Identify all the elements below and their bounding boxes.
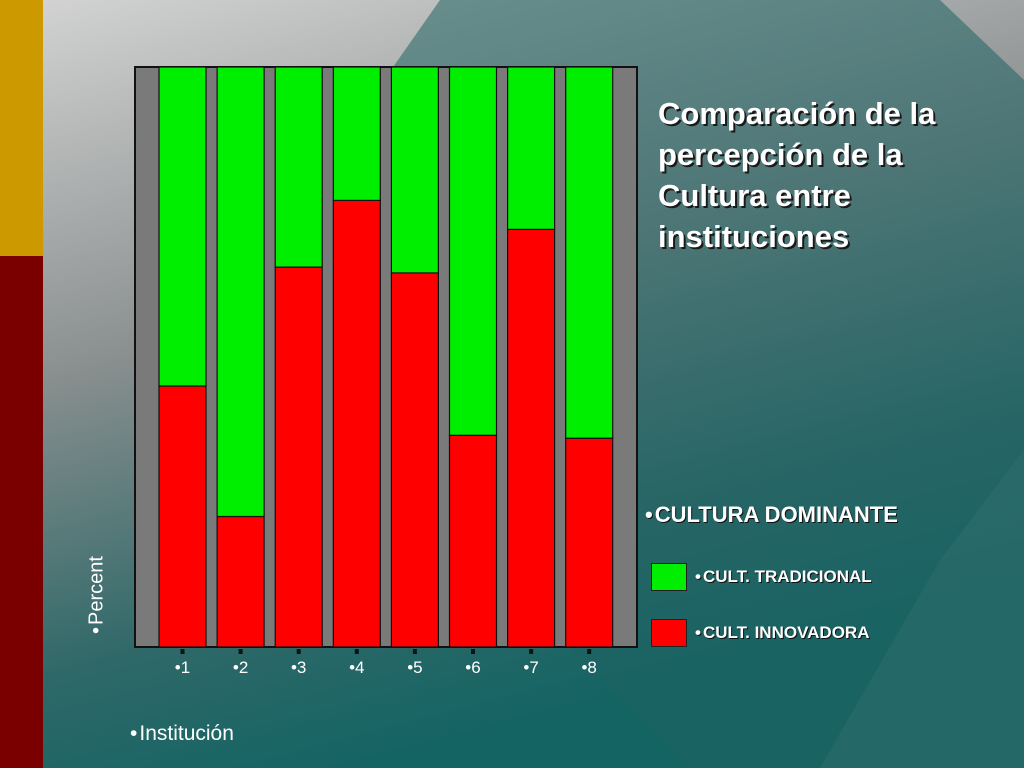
bar-cult-innovadora-2 (216, 515, 265, 648)
x-tick-label-1: •1 (175, 658, 190, 677)
gold-strip (0, 0, 43, 256)
legend-label-innovadora: CULT. INNOVADORA (702, 623, 870, 642)
bar-cult-tradicional-7 (507, 66, 556, 230)
bar-cult-innovadora-8 (565, 437, 614, 648)
bar-cult-innovadora-4 (332, 199, 381, 648)
y-axis-label: •Percent (85, 556, 108, 634)
legend-title: •CULTURA DOMINANTE (645, 502, 898, 527)
x-tick-mark-2 (238, 649, 243, 654)
x-tick-mark-6 (471, 649, 475, 654)
x-tick-label-4: •4 (349, 658, 364, 677)
slide-title: Comparación de la percepción de la Cultu… (658, 93, 998, 257)
x-tick-mark-8 (587, 649, 592, 654)
title-line-1: Comparación de la (658, 96, 936, 131)
bar-cult-innovadora-6 (448, 434, 498, 648)
x-tick-mark-5 (412, 649, 417, 654)
maroon-strip (0, 256, 43, 768)
title-line-4: instituciones (658, 219, 850, 254)
x-axis-label: •Institución (130, 722, 234, 745)
x-tick-label-3: •3 (291, 658, 306, 677)
bar-cult-innovadora-7 (507, 228, 556, 648)
bar-cult-tradicional-5 (390, 66, 439, 274)
x-tick-mark-7 (529, 649, 534, 654)
x-tick-label-2: •2 (233, 658, 248, 677)
legend-label-tradicional: CULT. TRADICIONAL (702, 567, 872, 586)
legend-swatch-innovadora (651, 619, 687, 647)
bar-cult-innovadora-1 (158, 385, 207, 648)
bar-cult-tradicional-4 (332, 66, 381, 201)
bar-cult-innovadora-5 (390, 272, 439, 648)
title-line-2: percepción de la (658, 137, 903, 172)
bar-cult-tradicional-2 (216, 66, 265, 518)
bar-cult-tradicional-1 (158, 66, 207, 387)
bar-cult-tradicional-8 (565, 66, 614, 439)
plot-area (134, 66, 638, 648)
x-tick-mark-3 (296, 649, 301, 654)
x-tick-mark-4 (354, 649, 359, 654)
legend-swatch-tradicional (651, 563, 687, 591)
bar-cult-tradicional-6 (448, 66, 498, 436)
x-tick-label-5: •5 (407, 658, 422, 677)
x-tick-label-8: •8 (581, 658, 596, 677)
title-line-3: Cultura entre (658, 178, 851, 213)
x-tick-label-7: •7 (523, 658, 538, 677)
x-tick-mark-1 (180, 649, 185, 654)
x-tick-label-6: •6 (465, 658, 480, 677)
bar-cult-innovadora-3 (274, 266, 323, 648)
bar-cult-tradicional-3 (274, 66, 323, 268)
